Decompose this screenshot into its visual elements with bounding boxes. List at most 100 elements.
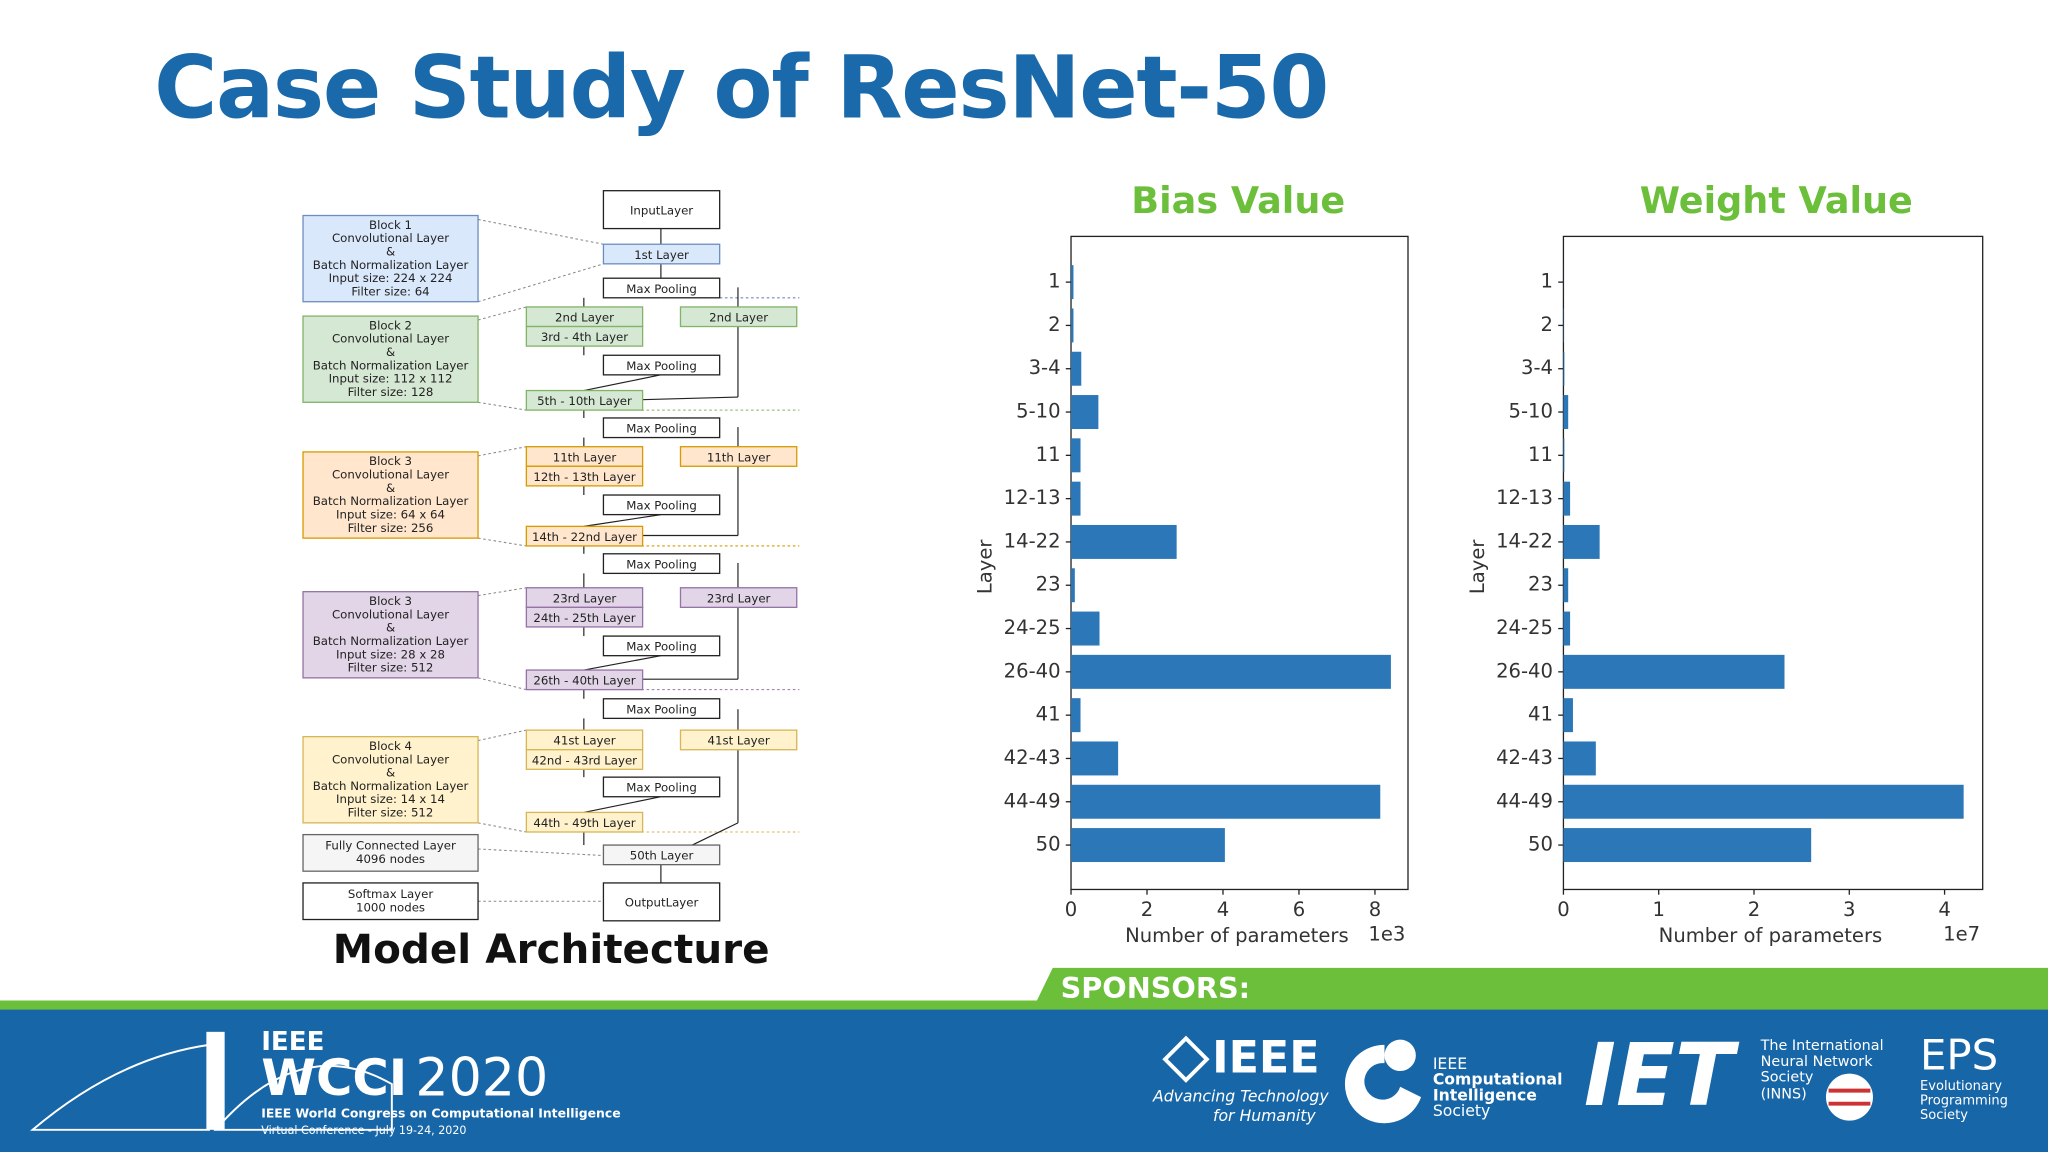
layer-box: [602, 553, 721, 575]
y-tick-label: 23: [1036, 573, 1061, 596]
y-tick-label: 12-13: [1004, 486, 1061, 509]
block-box: [302, 315, 479, 403]
bar: [1071, 784, 1381, 819]
layer-label: 42nd - 43rd Layer: [532, 753, 637, 767]
block-box: [302, 214, 479, 303]
layer-box: [679, 306, 798, 328]
inns-flag: [1828, 1088, 1871, 1106]
event-full-name: IEEE World Congress on Computational Int…: [261, 1106, 620, 1121]
sponsor-text: Neural Network: [1761, 1054, 1874, 1070]
layer-box: [679, 587, 798, 608]
y-tick-label: 11: [1036, 443, 1061, 466]
block-text: Batch Normalization Layer: [313, 779, 469, 793]
layer-box: [602, 243, 721, 265]
layer-label: 2nd Layer: [709, 311, 768, 325]
y-tick-label: 24-25: [1004, 616, 1061, 639]
layer-label: Max Pooling: [626, 422, 697, 436]
x-axis-label: Number of parameters: [1125, 924, 1349, 947]
bar: [1563, 654, 1785, 689]
connector: [477, 822, 527, 833]
block-text: 1000 nodes: [356, 900, 425, 914]
chart-title: Weight Value: [1640, 179, 1913, 222]
y-tick-label: 12-13: [1496, 486, 1553, 509]
bar: [1563, 741, 1596, 776]
layer-box: [525, 669, 644, 691]
block-text: &: [386, 621, 395, 635]
block-text: Input size: 224 x 224: [329, 271, 453, 285]
connector: [478, 848, 604, 857]
layer-label: Max Pooling: [626, 702, 697, 716]
block-text: &: [386, 766, 395, 780]
bar: [1071, 654, 1391, 689]
layer-box: [602, 494, 721, 516]
event-logo: IEEE WCCI 2020 IEEE World Congress on Co…: [29, 1027, 621, 1137]
block-text: Convolutional Layer: [332, 231, 449, 245]
charts: Bias Value123-45-101112-1314-222324-2526…: [974, 179, 1984, 947]
block-box: [302, 736, 479, 824]
event-name: WCCI: [261, 1049, 407, 1107]
y-axis-label: Layer: [1466, 539, 1489, 595]
layer-box: [602, 635, 721, 657]
bar: [1563, 568, 1569, 603]
sponsors-label: SPONSORS:: [1061, 971, 1251, 1005]
block-text: Filter size: 64: [351, 284, 429, 298]
flow-line: [583, 514, 661, 527]
y-axis-label: Layer: [974, 539, 997, 595]
layer-box: [602, 882, 721, 922]
sponsor-text: IEEE: [1433, 1054, 1467, 1073]
layer-label: Max Pooling: [626, 640, 697, 654]
block-box: [302, 882, 479, 921]
flow-line: [583, 796, 662, 813]
layer-box: [602, 354, 721, 376]
connector: [477, 263, 604, 303]
layer-label: Max Pooling: [626, 282, 697, 296]
sponsor-text: Computational: [1433, 1070, 1563, 1089]
bar: [1071, 741, 1119, 776]
sponsor-inns: The International Neural Network Society…: [1760, 1038, 1884, 1121]
block-text: Convolutional Layer: [332, 607, 449, 621]
block-text: Filter size: 512: [348, 806, 434, 820]
y-tick-label: 2: [1541, 313, 1553, 336]
x-offset-label: 1e7: [1943, 923, 1980, 946]
layer-label: 50th Layer: [630, 849, 694, 863]
plot-frame: [1070, 235, 1409, 891]
x-tick-label: 2: [1141, 898, 1153, 921]
diagram-caption: Model Architecture: [333, 925, 770, 973]
logo-tower: [206, 1031, 225, 1130]
bar: [1563, 828, 1812, 863]
bar: [1071, 524, 1177, 559]
layer-box: [525, 749, 644, 770]
x-tick-label: 1: [1652, 898, 1664, 921]
y-tick-label: 5-10: [1016, 400, 1060, 423]
sponsor-text: for Humanity: [1213, 1106, 1316, 1125]
layer-label: OutputLayer: [625, 896, 699, 910]
bar-chart: Weight Value123-45-101112-1314-222324-25…: [1466, 179, 1984, 947]
flow-line: [691, 822, 739, 846]
y-tick-label: 1: [1048, 270, 1060, 293]
bar: [1071, 481, 1081, 516]
block-text: Batch Normalization Layer: [313, 494, 469, 508]
sponsor-text: Society: [1433, 1101, 1491, 1120]
inns-globe: [1825, 1073, 1873, 1121]
block-text: &: [386, 244, 395, 258]
bar: [1071, 438, 1081, 473]
y-tick-label: 26-40: [1004, 659, 1061, 682]
connector: [477, 306, 527, 321]
layer-box: [525, 525, 644, 547]
connector: [477, 729, 527, 742]
bar: [1563, 784, 1964, 819]
y-tick-label: 23: [1528, 573, 1553, 596]
bar: [1071, 395, 1099, 430]
sponsor-text: Intelligence: [1433, 1085, 1537, 1104]
bar: [1071, 308, 1074, 343]
block-text: 4096 nodes: [356, 852, 425, 866]
bar: [1071, 265, 1074, 300]
chart-title: Bias Value: [1131, 179, 1345, 222]
block-box: [302, 591, 479, 679]
layer-label: 41st Layer: [553, 734, 615, 748]
bar: [1563, 481, 1571, 516]
y-tick-label: 1: [1541, 270, 1553, 293]
layer-label: InputLayer: [630, 203, 693, 217]
connector: [477, 537, 527, 547]
